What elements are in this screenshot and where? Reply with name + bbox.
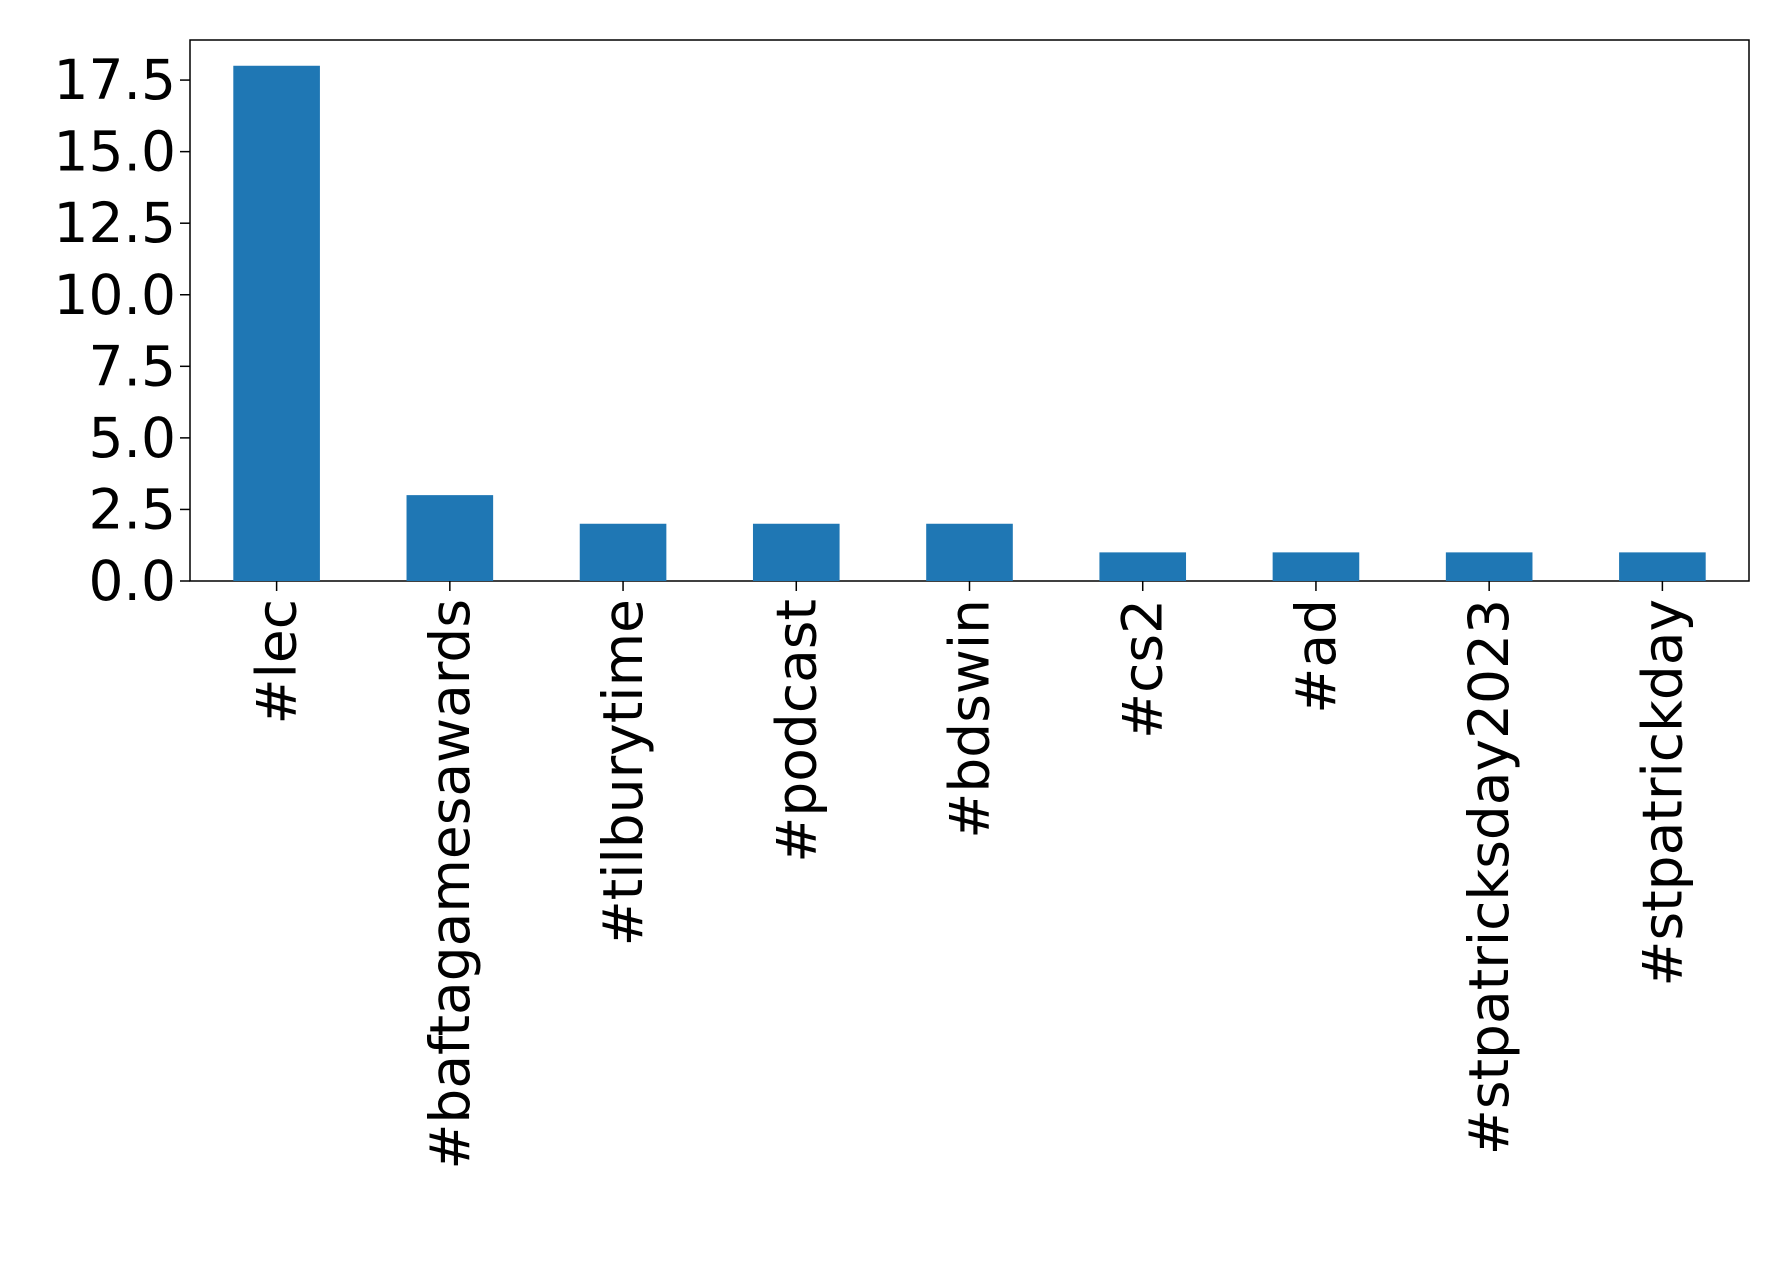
bar (1272, 552, 1360, 581)
x-tick-label: #podcast (764, 599, 828, 863)
x-tick-label: #stpatrickday (1630, 599, 1694, 987)
bar (1445, 552, 1533, 581)
bar (406, 495, 494, 581)
bar (1619, 552, 1706, 581)
y-tick-label: 15.0 (54, 120, 176, 184)
y-tick-label: 12.5 (54, 191, 176, 255)
y-tick-label: 7.5 (89, 334, 176, 398)
y-tick-label: 0.0 (89, 549, 176, 613)
x-tick-label: #baftagamesawards (418, 599, 482, 1170)
x-tick-label: #stpatricksday2023 (1457, 599, 1521, 1155)
bar (233, 65, 320, 581)
x-tick-label: #bdswin (938, 599, 1002, 839)
x-tick-label: #ad (1284, 599, 1348, 714)
bar (579, 523, 667, 581)
bar (926, 523, 1013, 581)
x-tick-label: #lec (245, 599, 309, 724)
bar (752, 523, 840, 581)
x-tick-label: #cs2 (1111, 599, 1175, 739)
x-tick-label: #tilburytime (591, 599, 655, 946)
y-tick-label: 5.0 (89, 406, 176, 470)
y-tick-label: 10.0 (54, 263, 176, 327)
bar (1099, 552, 1187, 581)
y-tick-label: 2.5 (89, 477, 176, 541)
y-tick-label: 17.5 (54, 48, 176, 112)
